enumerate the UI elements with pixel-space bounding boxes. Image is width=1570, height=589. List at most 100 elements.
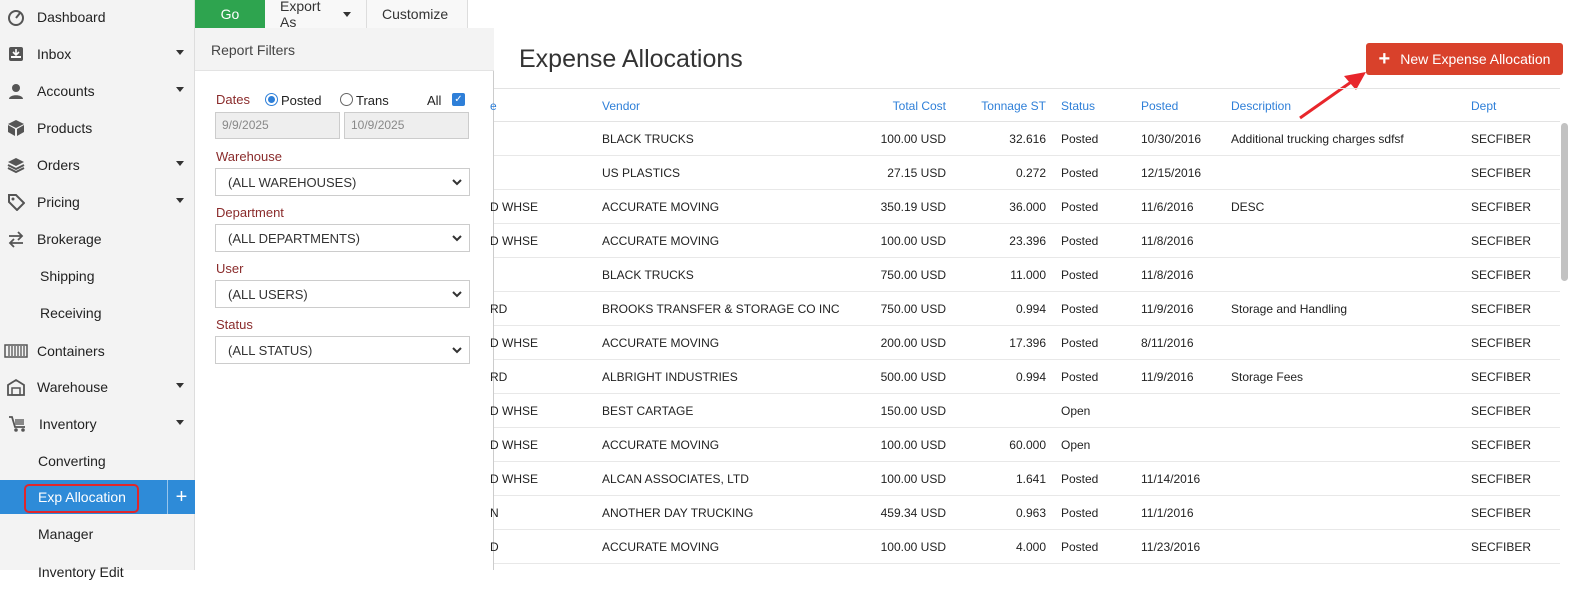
sidebar-item-converting[interactable]: Converting: [0, 444, 195, 478]
cell-ton: 0.994: [1015, 370, 1046, 384]
cart-icon: [8, 414, 28, 434]
cell-posted: 11/23/2016: [1141, 540, 1201, 554]
table-row[interactable]: N ANOTHER DAY TRUCKING 459.34 USD 0.963 Post…: [490, 496, 1560, 530]
column-header-dept[interactable]: Dept: [1471, 99, 1497, 113]
posted-radio[interactable]: [265, 93, 278, 106]
cell-cost: 350.19 USD: [880, 200, 946, 214]
sidebar-item-products[interactable]: Products: [0, 111, 195, 145]
sidebar-item-exp-allocation[interactable]: Exp Allocation +: [0, 480, 195, 514]
go-label: Go: [220, 6, 240, 22]
chevron-down-icon[interactable]: [176, 161, 184, 166]
column-header-posted[interactable]: Posted: [1141, 99, 1179, 113]
table-row[interactable]: BLACK TRUCKS 100.00 USD 32.616 Posted 10/30/…: [494, 122, 1560, 156]
column-header-status[interactable]: Status: [1061, 99, 1096, 113]
cell-status: Posted: [1061, 302, 1099, 316]
sidebar-item-inventory-edit[interactable]: Inventory Edit: [0, 555, 195, 589]
column-header-tonnage[interactable]: Tonnage ST: [981, 99, 1046, 113]
chevron-down-icon[interactable]: [176, 198, 184, 203]
sidebar-item-accounts[interactable]: Accounts: [0, 74, 195, 108]
cell-posted: 12/15/2016: [1141, 166, 1202, 180]
cell-posted: 11/9/2016: [1141, 302, 1194, 316]
warehouse-select[interactable]: (ALL WAREHOUSES): [215, 168, 470, 196]
customize-button[interactable]: Customize: [367, 0, 468, 28]
table-row[interactable]: D WHSE ACCURATE MOVING 350.19 USD 36.000 Pos…: [490, 190, 1560, 224]
sidebar-item-containers[interactable]: Containers: [0, 334, 195, 368]
cell-c0: D WHSE: [490, 472, 538, 486]
scrollbar[interactable]: [1561, 123, 1568, 281]
sidebar-item-orders[interactable]: Orders: [0, 148, 195, 182]
trans-radio[interactable]: [340, 93, 353, 106]
cell-ton: 60.000: [1009, 438, 1046, 452]
date-from-input[interactable]: 9/9/2025: [215, 112, 340, 139]
status-select[interactable]: (ALL STATUS): [215, 336, 470, 364]
box-icon: [6, 118, 26, 138]
table-row[interactable]: US PLASTICS 27.15 USD 0.272 Posted 12/15/201…: [494, 156, 1560, 190]
plus-icon: +: [1378, 48, 1391, 70]
cell-status: Posted: [1061, 472, 1099, 486]
tag-icon: [6, 192, 26, 212]
chevron-down-icon[interactable]: [176, 420, 184, 425]
sidebar-item-label: Inventory Edit: [38, 564, 124, 580]
cell-cost: 100.00 USD: [880, 234, 946, 248]
cell-ton: 23.396: [1009, 234, 1046, 248]
cell-vendor: ACCURATE MOVING: [602, 234, 720, 248]
cell-vendor: ANOTHER DAY TRUCKING: [602, 506, 754, 520]
column-header-total-cost[interactable]: Total Cost: [892, 99, 946, 113]
sidebar-item-receiving[interactable]: Receiving: [0, 296, 195, 330]
table-row[interactable]: D ACCURATE MOVING 100.00 USD 4.000 Posted 11/…: [490, 530, 1560, 564]
status-value: (ALL STATUS): [228, 343, 313, 358]
sidebar-item-shipping[interactable]: Shipping: [0, 259, 195, 293]
sidebar-item-manager[interactable]: Manager: [0, 517, 195, 551]
cell-posted: 10/30/2016: [1141, 132, 1202, 146]
table-header: e Vendor Total Cost Tonnage ST Status Po…: [490, 88, 1560, 122]
column-header-vendor[interactable]: Vendor: [602, 99, 641, 113]
cell-ton: 17.396: [1009, 336, 1046, 350]
warehouse-value: (ALL WAREHOUSES): [228, 175, 357, 190]
chevron-down-icon[interactable]: [176, 383, 184, 388]
sidebar-item-brokerage[interactable]: Brokerage: [0, 222, 195, 256]
sidebar-item-inbox[interactable]: Inbox: [0, 37, 195, 71]
column-header-description[interactable]: Description: [1231, 99, 1292, 113]
sidebar-item-label: Containers: [37, 343, 105, 359]
cell-status: Posted: [1061, 234, 1099, 248]
sidebar-item-label: Orders: [37, 157, 80, 173]
chevron-down-icon: [452, 347, 462, 354]
table-row[interactable]: RD ALBRIGHT INDUSTRIES 500.00 USD 0.994 Post…: [490, 360, 1560, 394]
department-select[interactable]: (ALL DEPARTMENTS): [215, 224, 470, 252]
add-icon[interactable]: +: [167, 480, 195, 514]
trans-label: Trans: [356, 93, 389, 108]
table-row[interactable]: D WHSE BEST CARTAGE 150.00 USD Open SECFIBER: [490, 394, 1560, 428]
sidebar-item-pricing[interactable]: Pricing: [0, 185, 195, 219]
sidebar-item-label: Pricing: [37, 194, 80, 210]
cell-status: Posted: [1061, 540, 1099, 554]
sidebar-item-warehouse[interactable]: Warehouse: [0, 370, 195, 404]
dates-label: Dates: [216, 92, 250, 107]
cell-cost: 100.00 USD: [880, 540, 946, 554]
table-row[interactable]: D WHSE ACCURATE MOVING 100.00 USD 23.396 Pos…: [490, 224, 1560, 258]
chevron-down-icon[interactable]: [176, 50, 184, 55]
user-select[interactable]: (ALL USERS): [215, 280, 470, 308]
cell-posted: 11/8/2016: [1141, 234, 1194, 248]
filters-header: Report Filters: [195, 28, 494, 71]
sidebar-item-inventory[interactable]: Inventory: [0, 407, 195, 441]
chevron-down-icon[interactable]: [176, 87, 184, 92]
date-to-input[interactable]: 10/9/2025: [344, 112, 469, 139]
cell-dept: SECFIBER: [1471, 166, 1532, 180]
cell-dept: SECFIBER: [1471, 404, 1532, 418]
cell-c0: D WHSE: [490, 404, 538, 418]
go-button[interactable]: Go: [195, 0, 265, 28]
table-row[interactable]: D WHSE ALCAN ASSOCIATES, LTD 100.00 USD 1.6…: [490, 462, 1560, 496]
new-expense-allocation-button[interactable]: + New Expense Allocation: [1366, 43, 1563, 75]
cell-vendor: ACCURATE MOVING: [602, 438, 720, 452]
table-row[interactable]: D WHSE ACCURATE MOVING 100.00 USD 60.000 Ope…: [490, 428, 1560, 462]
table-row[interactable]: RD BROOKS TRANSFER & STORAGE CO INC 750.00…: [490, 292, 1560, 326]
sidebar-item-dashboard[interactable]: Dashboard: [0, 0, 195, 34]
table-row[interactable]: D WHSE ACCURATE MOVING 200.00 USD 17.396 Pos…: [490, 326, 1560, 360]
cell-cost: 750.00 USD: [880, 302, 946, 316]
cell-dept: SECFIBER: [1471, 336, 1532, 350]
column-header[interactable]: e: [490, 99, 497, 113]
all-checkbox[interactable]: ✓: [452, 93, 465, 106]
table-row[interactable]: BLACK TRUCKS 750.00 USD 11.000 Posted 11/8/2…: [494, 258, 1560, 292]
export-as-button[interactable]: Export As: [265, 0, 367, 30]
cell-posted: 11/9/2016: [1141, 370, 1194, 384]
